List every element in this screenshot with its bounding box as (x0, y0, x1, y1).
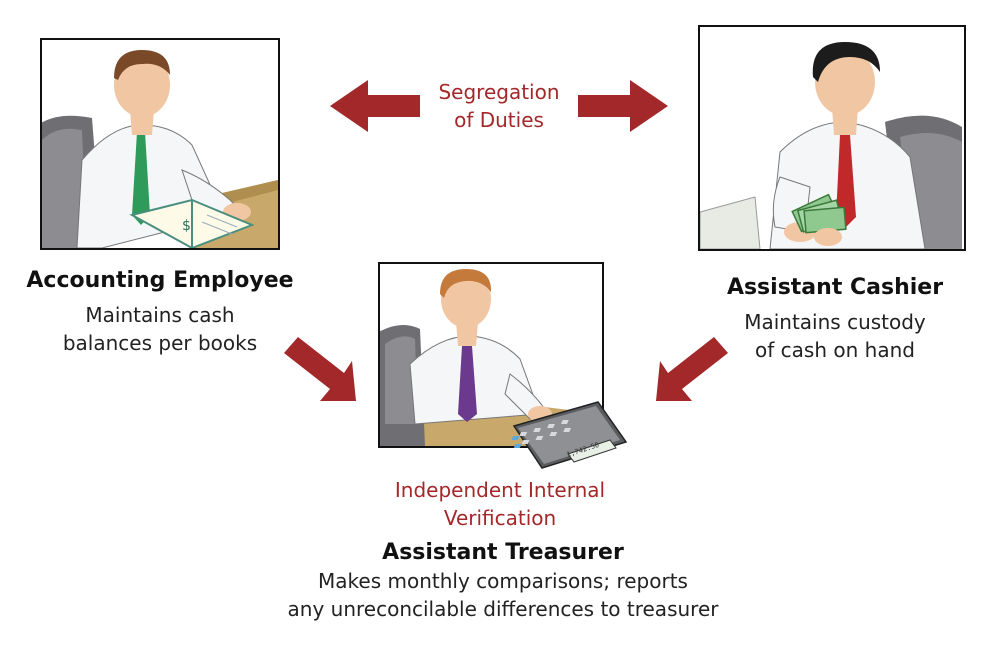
accounting-employee-block: Accounting Employee Maintains cash balan… (10, 268, 310, 357)
svg-text:$: $ (182, 218, 191, 234)
assistant-treasurer-desc-2: any unreconcilable differences to treasu… (287, 597, 719, 621)
accounting-employee-desc-1: Maintains cash (85, 303, 235, 327)
segregation-line1: Segregation (438, 80, 560, 104)
segregation-label: Segregation of Duties (420, 78, 578, 134)
verification-label: Independent Internal Verification (360, 476, 640, 532)
cash-icon (791, 193, 847, 234)
down-right-arrow (284, 337, 356, 401)
assistant-treasurer-block: Assistant Treasurer Makes monthly compar… (253, 540, 753, 623)
segregation-line2: of Duties (454, 108, 544, 132)
ledger-book-icon: $ (129, 198, 255, 248)
green-tie (132, 132, 150, 225)
verification-line2: Verification (443, 506, 557, 530)
assistant-treasurer-desc-1: Makes monthly comparisons; reports (318, 569, 688, 593)
red-tie (836, 135, 856, 227)
assistant-cashier-title: Assistant Cashier (726, 275, 944, 300)
assistant-treasurer-title: Assistant Treasurer (382, 540, 624, 565)
accounting-employee-title: Accounting Employee (26, 268, 294, 293)
assistant-cashier-desc-1: Maintains custody (744, 310, 926, 334)
accounting-employee-desc-2: balances per books (62, 331, 258, 355)
assistant-cashier-desc-2: of cash on hand (755, 338, 915, 362)
purple-tie (458, 346, 477, 422)
calculator-icon (511, 401, 628, 469)
verification-line1: Independent Internal (394, 478, 606, 502)
assistant-cashier-block: Assistant Cashier Maintains custody of c… (700, 275, 970, 364)
assistant-cashier-illustration (698, 25, 966, 251)
down-left-arrow (656, 337, 728, 401)
accounting-employee-illustration: $ (40, 38, 280, 250)
left-arrow (330, 80, 420, 132)
right-arrow (578, 80, 668, 132)
